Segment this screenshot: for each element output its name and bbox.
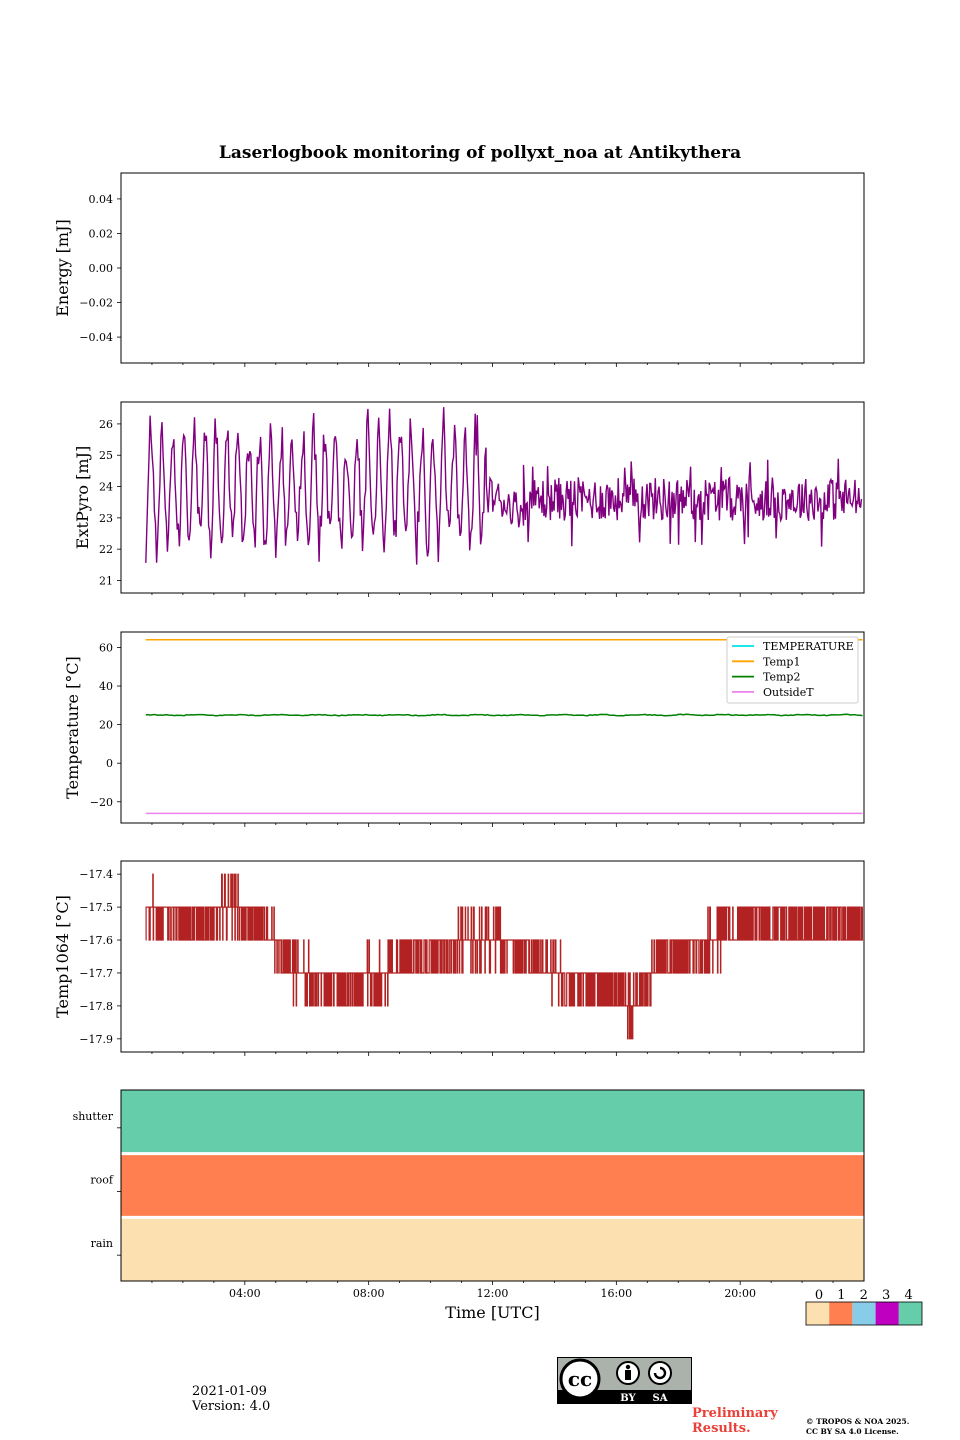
y-axis-label: Temp1064 [°C] bbox=[53, 895, 72, 1018]
y-tick-label: −0.04 bbox=[79, 331, 113, 344]
date-version-block: 2021-01-09 Version: 4.0 bbox=[192, 1384, 270, 1414]
temp2-series-line bbox=[145, 713, 863, 717]
svg-text:SA: SA bbox=[653, 1393, 668, 1404]
y-axis-label: Temperature [°C] bbox=[63, 656, 82, 799]
y-tick-label: −17.9 bbox=[79, 1033, 113, 1046]
version-label: Version: 4.0 bbox=[192, 1399, 271, 1414]
colorbar-swatch bbox=[875, 1302, 899, 1325]
y-tick-label: 20 bbox=[99, 719, 113, 732]
legend-entry: OutsideT bbox=[763, 686, 814, 699]
energy-panel: 0.04 0.02 0.00 −0.02 −0.04 Energy [mJ] bbox=[53, 172, 865, 367]
temp1064-series-line bbox=[145, 873, 864, 1040]
figure-title: Laserlogbook monitoring of pollyxt_noa a… bbox=[219, 143, 741, 163]
x-axis-label: Time [UTC] bbox=[445, 1303, 539, 1322]
y-tick-label: 22 bbox=[99, 543, 113, 556]
y-tick-label: 0.02 bbox=[89, 227, 114, 240]
y-tick-label: shutter bbox=[73, 1110, 114, 1123]
y-tick-label: −17.4 bbox=[79, 868, 113, 881]
colorbar-tick-label: 3 bbox=[882, 1288, 890, 1303]
y-axis-label: ExtPyro [mJ] bbox=[73, 446, 92, 549]
extpyro-series-line bbox=[145, 407, 863, 565]
colorbar-tick-label: 1 bbox=[837, 1288, 845, 1303]
roof-status-band bbox=[121, 1153, 864, 1218]
y-tick-label: −17.8 bbox=[79, 1000, 113, 1013]
colorbar-tick-label: 0 bbox=[815, 1288, 823, 1303]
colorbar-swatch bbox=[852, 1302, 876, 1325]
axes-frame bbox=[120, 172, 865, 364]
y-tick-label: 25 bbox=[99, 449, 113, 462]
y-tick-label: rain bbox=[91, 1237, 113, 1250]
y-tick-label: 26 bbox=[99, 418, 113, 431]
x-tick-label: 04:00 bbox=[229, 1287, 261, 1300]
legend-entry: Temp2 bbox=[763, 671, 800, 684]
y-tick-label: −17.5 bbox=[79, 901, 113, 914]
svg-text:BY: BY bbox=[620, 1393, 636, 1404]
temp1064-panel: −17.4 −17.5 −17.6 −17.7 −17.8 −17.9 Temp1064 [… bbox=[53, 860, 865, 1056]
y-tick-label: 24 bbox=[99, 481, 113, 494]
colorbar-frame bbox=[805, 1301, 923, 1326]
y-tick-label: −17.7 bbox=[79, 967, 113, 980]
y-tick-label: 0.00 bbox=[89, 262, 114, 275]
y-tick-label: 60 bbox=[99, 641, 113, 654]
extpyro-panel: 26 25 24 23 22 21 ExtPyro [mJ] bbox=[73, 401, 865, 597]
legend-entry: TEMPERATURE bbox=[763, 640, 854, 653]
cc-license-badge: cc BY SA bbox=[557, 1357, 692, 1408]
colorbar-swatch bbox=[829, 1302, 853, 1325]
x-tick-label: 08:00 bbox=[353, 1287, 385, 1300]
colorbar-swatch bbox=[806, 1302, 830, 1325]
y-tick-label: 0 bbox=[106, 757, 113, 770]
shutter-status-band bbox=[121, 1090, 864, 1154]
svg-text:cc: cc bbox=[568, 1367, 592, 1391]
copyright-note: © TROPOS & NOA 2025. CC BY SA 4.0 Licens… bbox=[806, 1417, 910, 1436]
y-tick-label: −0.02 bbox=[79, 297, 113, 310]
rain-status-band bbox=[121, 1217, 864, 1281]
legend-entry: Temp1 bbox=[763, 655, 800, 668]
preliminary-note: Preliminary Results. bbox=[692, 1406, 778, 1436]
colorbar-tick-label: 4 bbox=[904, 1288, 912, 1303]
share-alike-icon bbox=[648, 1361, 672, 1385]
y-tick-label: 21 bbox=[99, 574, 113, 587]
cc-icon bbox=[559, 1358, 601, 1400]
colorbar-swatch bbox=[898, 1302, 922, 1325]
temperature-panel: 60 40 20 0 −20 Temperature [°C] TEMPERATURE Tem… bbox=[63, 631, 865, 827]
y-tick-label: 23 bbox=[99, 512, 113, 525]
status-panel: rain roof shutter 04:00 08:00 12:00 16:00 20:00… bbox=[73, 1089, 865, 1322]
date-label: 2021-01-09 bbox=[192, 1384, 267, 1399]
y-axis-label: Energy [mJ] bbox=[53, 219, 72, 317]
colorbar-tick-label: 2 bbox=[860, 1288, 868, 1303]
y-tick-label: roof bbox=[90, 1174, 114, 1187]
legend-box bbox=[726, 636, 859, 704]
x-tick-label: 12:00 bbox=[477, 1287, 509, 1300]
x-tick-label: 20:00 bbox=[724, 1287, 756, 1300]
y-tick-label: −17.6 bbox=[79, 934, 113, 947]
y-tick-label: 0.04 bbox=[89, 193, 114, 206]
x-tick-label: 16:00 bbox=[600, 1287, 632, 1300]
y-tick-label: −20 bbox=[90, 796, 113, 809]
y-tick-label: 40 bbox=[99, 680, 113, 693]
